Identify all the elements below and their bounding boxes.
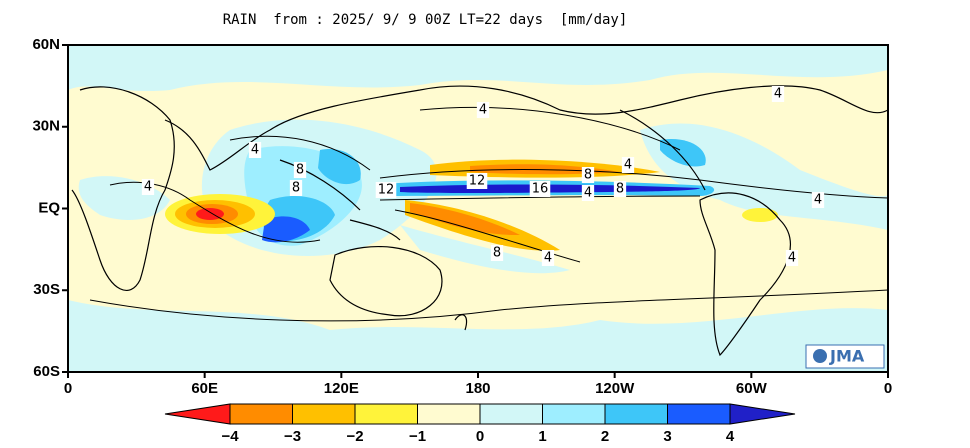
colorbar-label: −3 (284, 428, 301, 444)
contour-label: 16 (532, 182, 549, 197)
colorbar-label: 2 (601, 428, 609, 444)
y-tick-label: EQ (38, 199, 60, 216)
colorbar-segment (354, 403, 418, 425)
x-tick-label: 120W (595, 380, 635, 397)
contour-label: 12 (469, 174, 486, 189)
logo-box (805, 344, 885, 369)
map-shape (410, 203, 520, 236)
y-tick-label: 60S (33, 363, 60, 380)
colorbar-label: 0 (476, 428, 484, 444)
colorbar-segment (229, 403, 293, 425)
contour-label: 8 (584, 168, 592, 183)
y-tick-label: 30N (32, 118, 60, 135)
map-shape (699, 192, 791, 357)
contour-label: 4 (584, 186, 592, 201)
contour-label-bg (248, 142, 262, 158)
map-shape (89, 289, 888, 322)
heavy-rain-areas (244, 139, 715, 246)
map-shape (229, 135, 371, 171)
map-shape (400, 225, 570, 274)
x-tick-label: 120E (324, 380, 359, 397)
colorbar-segment (542, 403, 606, 425)
contour-label: 8 (616, 182, 624, 197)
contour-label-bg (811, 192, 825, 208)
contour-label-bg (613, 181, 627, 197)
map-shape (329, 245, 443, 317)
contour-label: 4 (251, 143, 259, 158)
map-shape (419, 106, 681, 151)
map-shape (68, 300, 888, 372)
y-tick-label: 30S (33, 281, 60, 298)
contour-label-bg (771, 86, 785, 102)
colorbar-label: −1 (409, 428, 426, 444)
contour-label-bg (541, 250, 555, 266)
map-shape (196, 208, 224, 220)
contour-label-bg (141, 179, 155, 195)
colorbar-label: 4 (726, 428, 735, 444)
colorbar-segment (292, 403, 356, 425)
colorbar-segment (479, 403, 543, 425)
contour-label: 8 (296, 163, 304, 178)
dry-areas (165, 159, 778, 251)
contour-label-bg (490, 245, 504, 261)
contour-label: 4 (624, 158, 632, 173)
logo: JMA (805, 344, 885, 369)
map-shape (68, 45, 888, 92)
x-tick-label: 0 (64, 380, 72, 397)
colorbar-segment (667, 403, 731, 425)
colorbar-segment (604, 403, 668, 425)
contour-label-bg (581, 185, 595, 201)
contour-label: 4 (479, 103, 487, 118)
map-shape (109, 181, 321, 243)
contour-label: 8 (292, 181, 300, 196)
contour-label: 4 (144, 180, 152, 195)
contour-label: 12 (378, 183, 395, 198)
x-tick-label: 180 (465, 380, 490, 397)
contour-label-bg (581, 167, 595, 183)
contour-label-bg (476, 102, 490, 118)
x-tick-label: 60E (191, 380, 218, 397)
colorbar-segment (729, 403, 796, 425)
map-shape (262, 216, 310, 243)
contour-label-bg (785, 250, 799, 266)
contour-label: 4 (774, 87, 782, 102)
logo-mark (813, 349, 827, 363)
map-shape (164, 85, 888, 171)
y-tick-label: 60N (32, 36, 60, 53)
contour-label: 4 (788, 251, 796, 266)
map-shape (279, 159, 401, 241)
contour-label-bg (289, 180, 303, 196)
colorbar-label: −2 (346, 428, 363, 444)
map-shape (318, 149, 361, 185)
x-tick-label: 0 (884, 380, 892, 397)
contour-label-bg (375, 182, 397, 198)
contour-label: 4 (544, 251, 552, 266)
colorbar-label: 1 (538, 428, 546, 444)
map-shape (640, 123, 888, 230)
colorbar-segment (417, 403, 481, 425)
colorbar-label: 3 (663, 428, 671, 444)
contour-label-bg (529, 181, 551, 197)
contour-label-bg (293, 162, 307, 178)
map-shape (742, 208, 778, 222)
colorbar-segment (164, 403, 231, 425)
map-shape (454, 314, 468, 331)
x-tick-label: 60W (736, 380, 768, 397)
map-shape (71, 86, 175, 291)
map-shape (394, 209, 581, 263)
contour-label-bg (466, 173, 488, 189)
contour-label: 8 (493, 246, 501, 261)
colorbar-label: −4 (221, 428, 239, 444)
logo-text: JMA (829, 347, 865, 366)
contour-label-bg (621, 157, 635, 173)
map-shape (379, 195, 701, 201)
contour-label: 4 (814, 193, 822, 208)
title: RAIN from : 2025/ 9/ 9 00Z LT=22 days [m… (223, 12, 628, 28)
